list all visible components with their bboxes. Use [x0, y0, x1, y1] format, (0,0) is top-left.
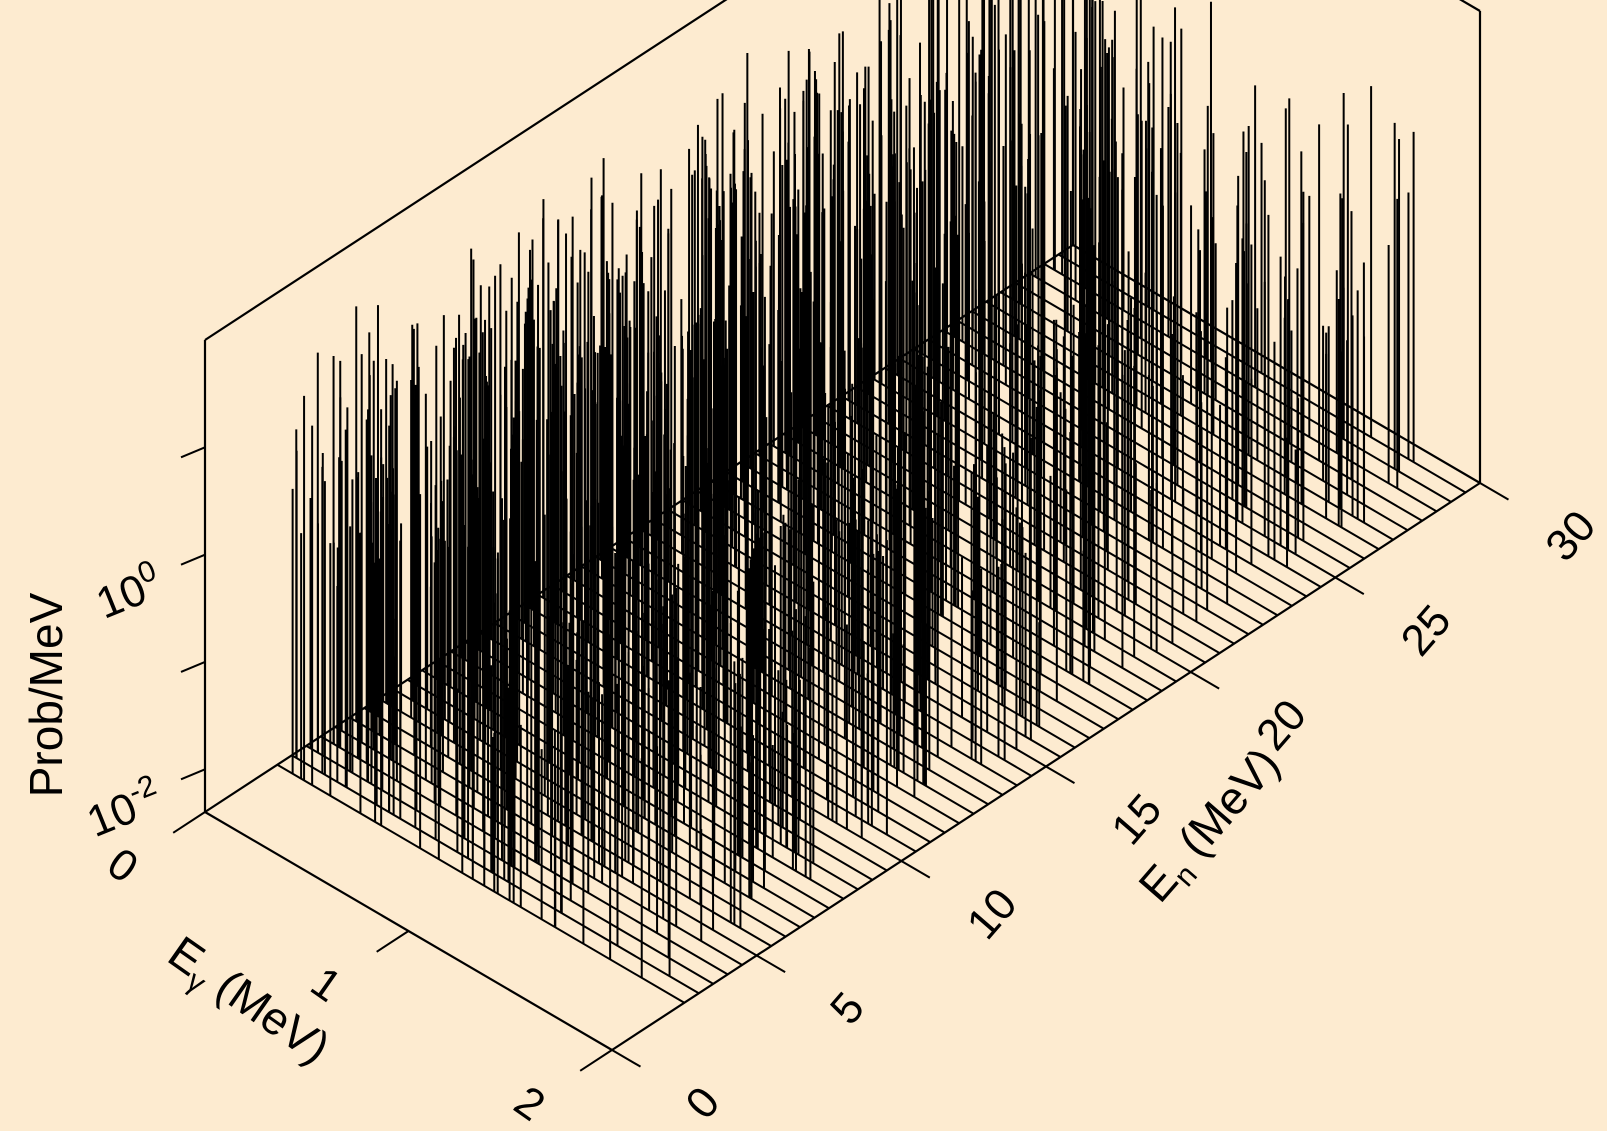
x-tick-label: 2 [505, 1077, 553, 1131]
z-tick [180, 661, 206, 673]
y-tick [1334, 576, 1365, 596]
bin-baseline [363, 707, 772, 947]
bin-baseline [479, 631, 888, 872]
y-tick [611, 1049, 641, 1068]
bin-baseline [609, 546, 1018, 787]
y-tick [1479, 482, 1509, 501]
y-tick-label: 30 [1536, 501, 1605, 570]
bin-baseline [378, 697, 787, 938]
bin-baseline [508, 612, 917, 853]
y-tick-label: 25 [1392, 596, 1461, 665]
z-axis-label: Prob/MeV [20, 592, 72, 797]
bin-baseline [884, 366, 1293, 607]
bin-baseline [291, 754, 700, 995]
bin-baseline [421, 669, 830, 910]
bin-baseline [551, 584, 960, 825]
bin-baseline [566, 574, 975, 815]
z-tick [180, 553, 206, 566]
bin-baseline [797, 423, 1206, 664]
bin-baseline [334, 726, 743, 966]
z-tick [180, 446, 206, 459]
bin-baseline [320, 735, 729, 976]
y-tick [756, 954, 786, 974]
bin-baseline [638, 527, 1047, 768]
x-tick-label: 1 [302, 958, 350, 1012]
z-tick-label: 10-2 [78, 768, 168, 846]
bin-baseline [493, 622, 902, 862]
x-tick [579, 1049, 613, 1072]
bin-baseline [942, 329, 1351, 569]
bin-baseline [681, 499, 1090, 740]
bin-baseline [985, 300, 1394, 541]
y-tick [1190, 671, 1220, 690]
y-tick-label: 5 [821, 983, 874, 1034]
bin-baseline [349, 716, 758, 957]
bin-baseline [1014, 281, 1423, 522]
bin-baseline [464, 641, 873, 881]
bin-baseline [595, 555, 1004, 796]
spike-series [276, 0, 1467, 1004]
bin-baseline [407, 678, 816, 919]
bin-baseline [739, 461, 1148, 702]
x-tick [172, 811, 206, 834]
bin-baseline [710, 480, 1119, 721]
y-tick-label: 0 [676, 1078, 729, 1129]
y-tick [900, 860, 931, 879]
bin-baseline [667, 508, 1076, 749]
bin-baseline [1029, 272, 1438, 513]
bin-baseline [392, 688, 801, 929]
bin-baseline [1058, 253, 1467, 494]
bin-baseline [956, 319, 1365, 560]
bin-baseline [855, 385, 1264, 626]
bin-baseline [696, 489, 1105, 730]
y-tick-label: 10 [958, 879, 1027, 948]
bin-baseline [1043, 263, 1452, 503]
bin-baseline [869, 376, 1278, 617]
bin-baseline [927, 338, 1336, 579]
bin-baseline [435, 659, 844, 900]
x-tick-label: 0 [98, 839, 146, 893]
bin-baseline [841, 395, 1250, 636]
bin-baseline [812, 414, 1221, 654]
bin-baseline [580, 565, 989, 806]
y-tick [1045, 765, 1075, 785]
x-tick [376, 930, 410, 953]
top-edge-right [1459, 0, 1481, 12]
bin-baseline [898, 357, 1307, 598]
z-tick [180, 768, 206, 781]
bin-baseline [450, 650, 859, 891]
bin-baseline [1000, 291, 1409, 532]
bin-baseline [276, 763, 685, 1004]
bin-baseline [725, 470, 1134, 711]
bin-baseline [971, 310, 1380, 551]
z-tick-label: 100 [88, 554, 169, 629]
bin-baseline [783, 433, 1192, 673]
bin-baseline [826, 404, 1235, 645]
top-edge-back [204, 0, 728, 341]
